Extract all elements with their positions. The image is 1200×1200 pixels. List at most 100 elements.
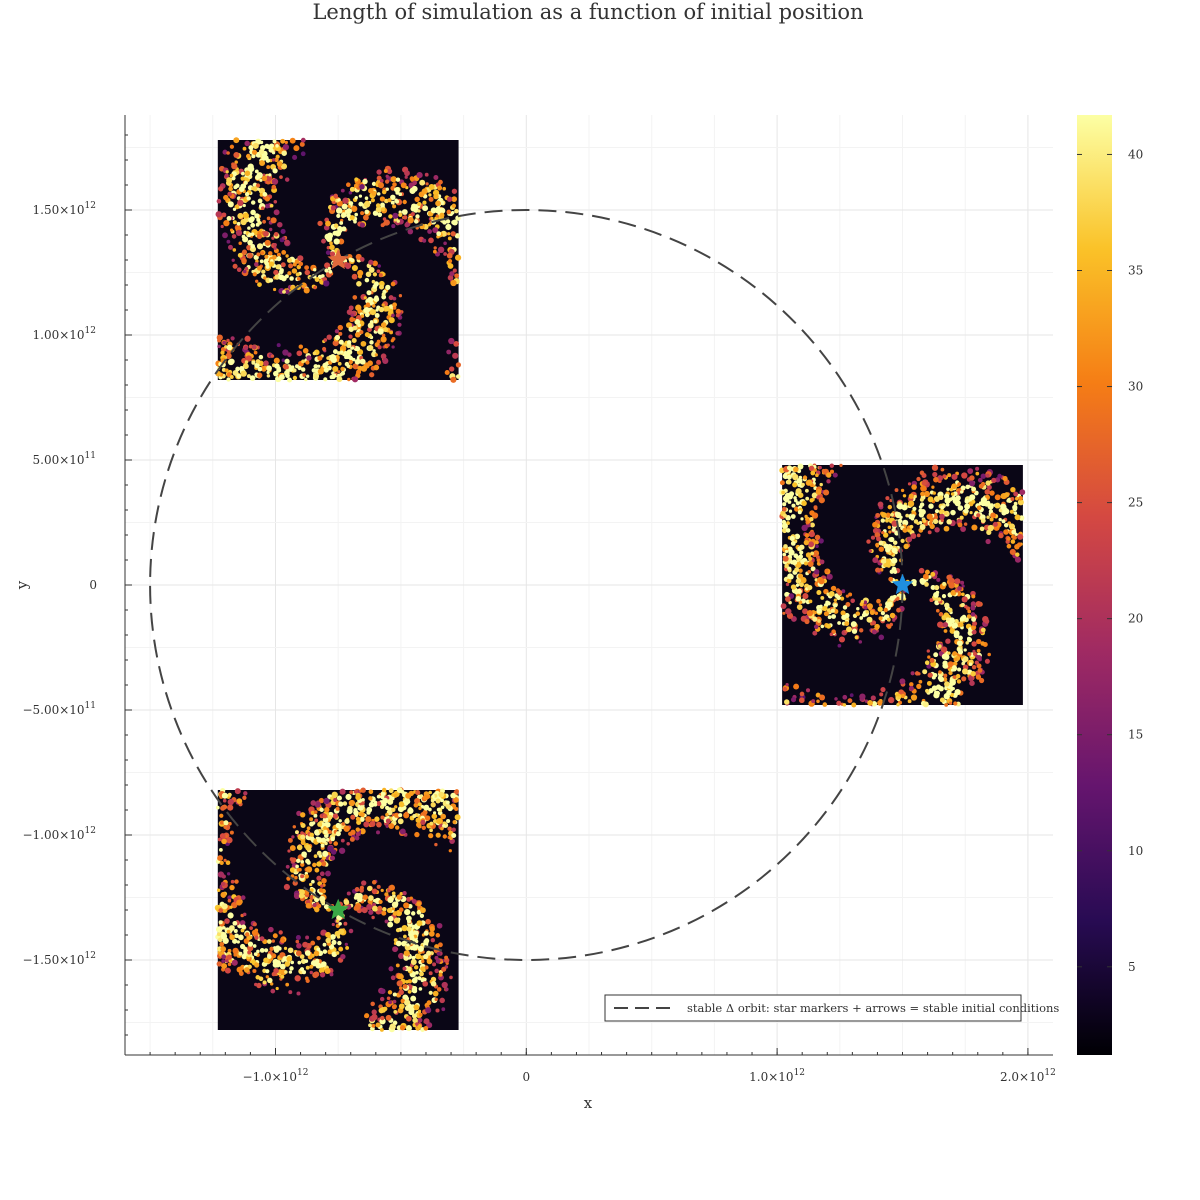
heatmap-point [807, 561, 814, 567]
heatmap-point [291, 268, 298, 274]
heatmap-point [432, 962, 437, 967]
heatmap-point [949, 487, 954, 492]
heatmap-point [446, 818, 451, 824]
heatmap-point [786, 465, 793, 471]
heatmap-point [390, 975, 396, 981]
heatmap-point [798, 600, 803, 605]
heatmap-point [382, 1006, 388, 1012]
heatmap-point [314, 818, 319, 823]
heatmap-point [318, 888, 324, 893]
heatmap-point [986, 515, 990, 519]
heatmap-point [962, 668, 969, 675]
y-tick-exponent: 12 [85, 951, 96, 961]
heatmap-point [362, 178, 368, 185]
heatmap-point [829, 463, 835, 468]
heatmap-point [393, 917, 400, 924]
heatmap-point [411, 944, 418, 951]
heatmap-point [809, 531, 815, 538]
heatmap-point [309, 882, 313, 887]
heatmap-point [786, 493, 793, 500]
heatmap-point [392, 911, 398, 916]
heatmap-point [854, 635, 859, 640]
heatmap-point [425, 1007, 432, 1014]
heatmap-point [932, 471, 938, 478]
heatmap-point [376, 192, 381, 196]
heatmap-point [215, 805, 220, 810]
heatmap-point [840, 596, 845, 601]
heatmap-point [407, 807, 414, 814]
heatmap-point [388, 884, 396, 891]
heatmap-point [391, 807, 396, 813]
heatmap-point [952, 675, 957, 680]
heatmap-point [380, 202, 385, 208]
heatmap-point [344, 262, 352, 269]
heatmap-point [224, 173, 229, 178]
heatmap-point [289, 966, 294, 971]
heatmap-point [430, 938, 435, 943]
heatmap-point [289, 867, 296, 873]
heatmap-point [878, 603, 883, 607]
heatmap-point [337, 198, 341, 202]
heatmap-point [311, 821, 316, 825]
heatmap-point [326, 334, 332, 340]
heatmap-point [833, 598, 838, 602]
heatmap-point [247, 226, 251, 230]
heatmap-point [235, 366, 240, 372]
heatmap-point [782, 611, 786, 615]
heatmap-point [397, 322, 402, 327]
heatmap-point [405, 1025, 412, 1032]
heatmap-point [790, 697, 797, 703]
heatmap-point [387, 921, 394, 928]
heatmap-point [244, 140, 250, 147]
heatmap-point [394, 901, 399, 906]
heatmap-point [269, 227, 273, 232]
heatmap-point [815, 692, 821, 698]
heatmap-point [337, 361, 342, 366]
legend-label: stable Δ orbit: star markers + arrows = … [687, 1001, 1059, 1015]
heatmap-point [428, 971, 433, 976]
heatmap-point [298, 893, 305, 899]
heatmap-point [413, 219, 419, 224]
heatmap-point [344, 942, 348, 947]
heatmap-point [425, 182, 429, 186]
heatmap-point [348, 201, 354, 206]
heatmap-point [267, 954, 272, 959]
heatmap-point [431, 813, 438, 820]
heatmap-point [967, 652, 972, 656]
heatmap-point [296, 350, 303, 357]
heatmap-point [859, 616, 864, 620]
heatmap-point [918, 505, 923, 509]
heatmap-point [248, 145, 254, 151]
heatmap-point [805, 688, 811, 693]
heatmap-point [454, 273, 459, 279]
heatmap-point [302, 348, 309, 354]
heatmap-point [323, 338, 328, 342]
heatmap-point [319, 871, 325, 877]
heatmap-point [344, 818, 350, 824]
x-axis-label: x [584, 1094, 593, 1112]
heatmap-point [281, 249, 287, 255]
heatmap-point [272, 254, 277, 260]
heatmap-point [223, 820, 229, 826]
heatmap-point [232, 947, 239, 954]
heatmap-point [351, 337, 357, 344]
heatmap-point [433, 175, 439, 180]
heatmap-point [371, 915, 375, 920]
heatmap-point [304, 265, 310, 271]
heatmap-point [401, 940, 407, 947]
heatmap-point [233, 137, 240, 144]
heatmap-point [784, 699, 790, 705]
heatmap-point [886, 617, 891, 622]
heatmap-point [335, 831, 341, 837]
heatmap-point [790, 514, 796, 519]
heatmap-point [417, 209, 421, 213]
heatmap-point [930, 584, 936, 591]
heatmap-point [945, 502, 950, 507]
heatmap-point [372, 210, 379, 216]
heatmap-point [421, 188, 428, 195]
heatmap-point [280, 163, 288, 170]
heatmap-point [353, 789, 358, 794]
heatmap-point [232, 369, 239, 376]
heatmap-point [356, 369, 362, 375]
heatmap-point [285, 254, 289, 258]
